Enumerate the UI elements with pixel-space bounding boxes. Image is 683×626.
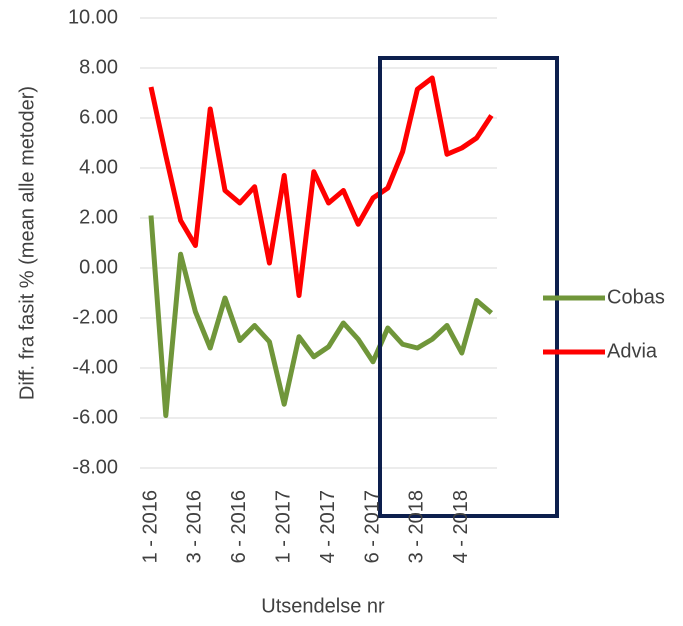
data-line	[148, 75, 494, 298]
y-tick-label: 4.00	[79, 156, 118, 178]
x-tick-label: 4 - 2017	[317, 490, 339, 563]
x-tick-label: 3 - 2018	[406, 490, 428, 563]
y-tick-label: -4.00	[72, 356, 118, 378]
y-tick-label: 0.00	[79, 256, 118, 278]
y-tick-label: 6.00	[79, 106, 118, 128]
x-tick-label: 6 - 2016	[228, 490, 250, 563]
x-tick-label: 1 - 2016	[139, 490, 161, 563]
y-tick-label: -2.00	[72, 306, 118, 328]
data-line	[148, 215, 494, 418]
highlight-box	[378, 56, 559, 518]
y-tick-label: -6.00	[72, 406, 118, 428]
legend-label: Advia	[607, 340, 658, 362]
y-axis-title: Diff. fra fasit % (mean alle metoder)	[16, 86, 38, 400]
x-tick-label: 6 - 2017	[361, 490, 383, 563]
legend-label: Cobas	[607, 286, 665, 308]
y-tick-label: -8.00	[72, 456, 118, 478]
y-tick-label: 10.00	[68, 6, 118, 28]
y-tick-label: 8.00	[79, 56, 118, 78]
x-axis-title: Utsendelse nr	[261, 595, 385, 617]
x-tick-label: 3 - 2016	[184, 490, 206, 563]
x-tick-label: 4 - 2018	[450, 490, 472, 563]
y-tick-label: 2.00	[79, 206, 118, 228]
x-tick-label: 1 - 2017	[272, 490, 294, 563]
